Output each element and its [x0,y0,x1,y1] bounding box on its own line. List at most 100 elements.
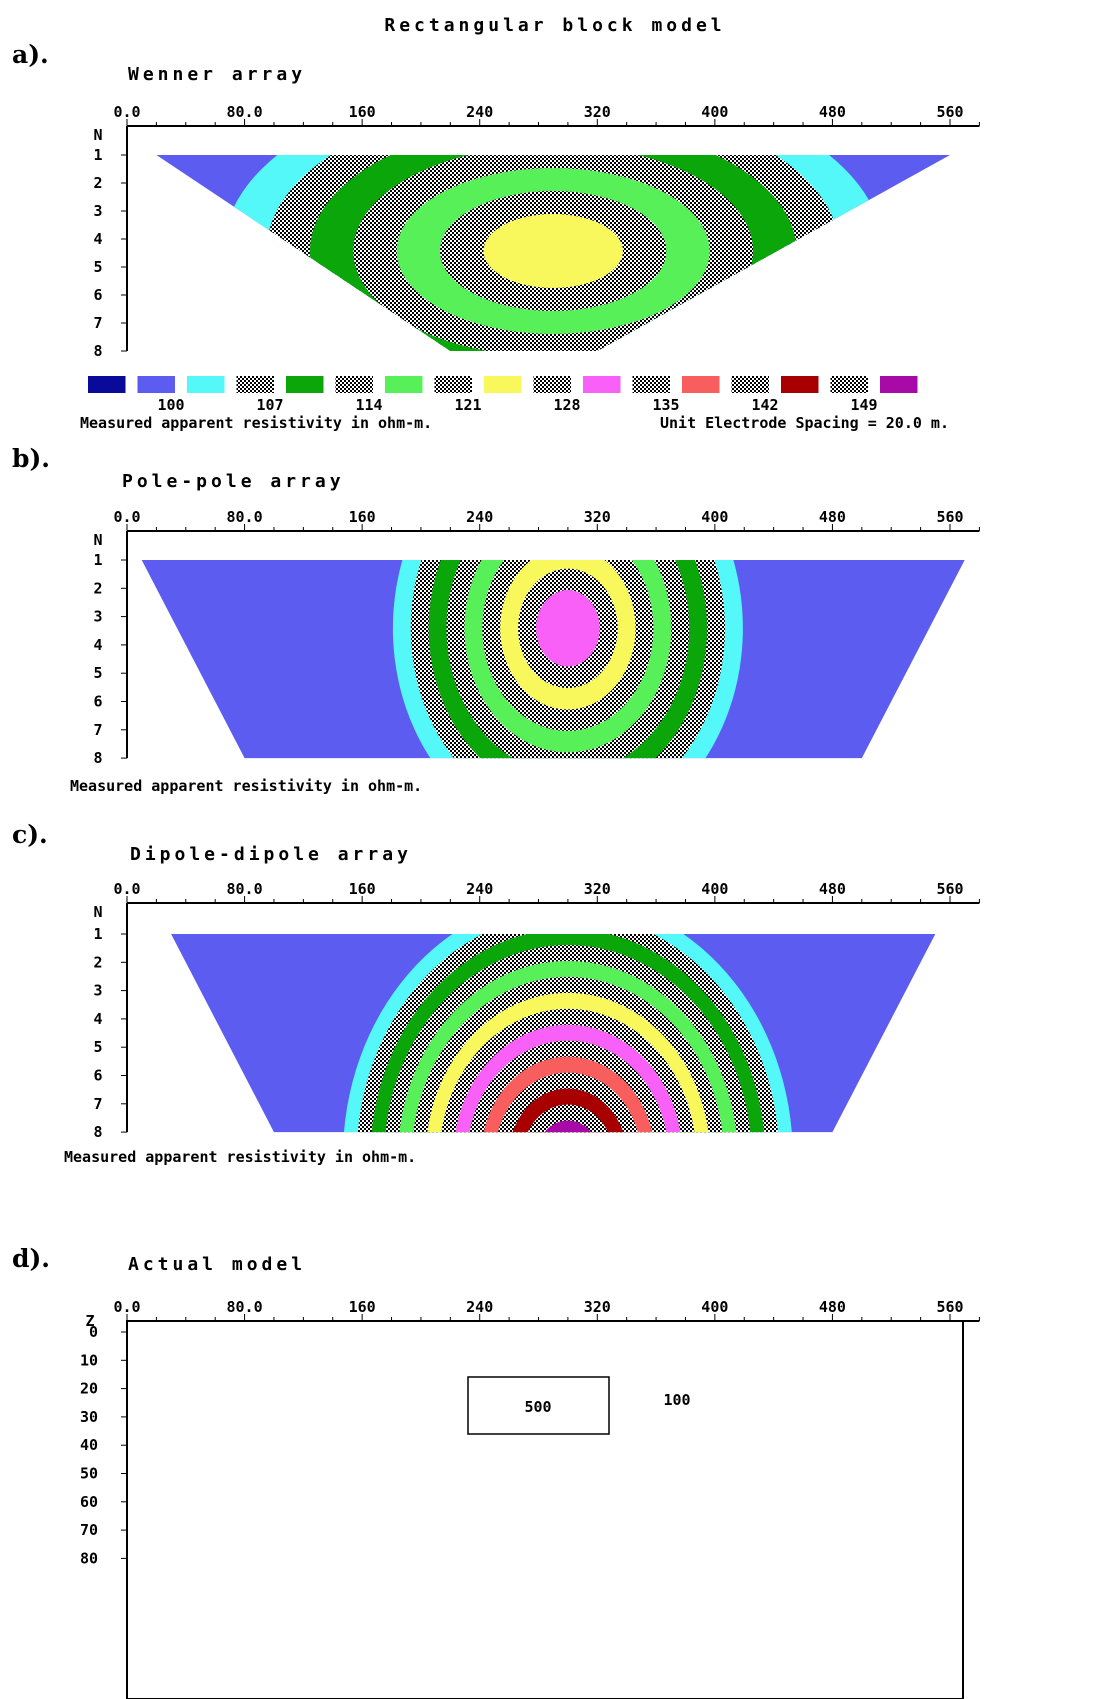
panel-d-z-tick-label: 10 [80,1351,98,1369]
panel-b-x-tick-label: 160 [349,508,376,526]
panel-a-n-tick-label: 3 [93,202,102,220]
panel-c-x-tick-label: 160 [349,880,376,898]
panel-d-z-tick-label: 20 [80,1380,98,1398]
panel-d-z-tick-label: 50 [80,1465,98,1483]
panel-a-title: Wenner array [128,64,306,85]
panel-c-label: c). [12,820,48,849]
panel-b-x-tick-label: 80.0 [227,508,263,526]
panel-c-title: Dipole-dipole array [130,844,412,865]
legend-label: 149 [850,396,877,414]
panel-d-x-tick-label: 320 [584,1298,611,1316]
panel-a-n-tick-label: 8 [93,342,102,360]
panel-a-n-tick-label: 2 [93,174,102,192]
legend-label: 121 [454,396,481,414]
panel-c-x-tick-label: 400 [701,880,728,898]
panel-c-x-tick-label: 480 [819,880,846,898]
legend-swatch [385,376,423,393]
panel-a-contour-group [223,155,884,351]
panel-d-x-tick-label: 160 [349,1298,376,1316]
panel-a-label: a). [12,40,49,69]
panel-c-n-axis-label: N [93,903,102,921]
panel-b-x-tick-label: 240 [466,508,493,526]
panel-b-contour-group [392,560,743,759]
panel-a-x-tick-label: 320 [584,103,611,121]
panel-c-n-tick-label: 6 [93,1067,102,1085]
legend-swatch [781,376,819,393]
panel-d-title: Actual model [128,1254,306,1275]
panel-d-z-tick-label: 60 [80,1493,98,1511]
panel-b-contour-band [536,590,600,667]
legend-swatch [434,376,472,393]
figure-title: Rectangular block model [384,15,725,36]
panel-b-n-tick-label: 8 [93,749,102,767]
panel-d-x-tick-label: 0.0 [113,1298,140,1316]
panel-b-n-tick-label: 4 [93,636,102,654]
panel-a-spacing-note: Unit Electrode Spacing = 20.0 m. [660,414,949,432]
panel-c-contour-band [522,1104,614,1133]
panel-d-z-tick-label: 40 [80,1436,98,1454]
panel-a-x-tick-label: 480 [819,103,846,121]
panel-b-label: b). [12,444,50,473]
panel-b-n-axis-label: N [93,531,102,549]
legend-swatch [682,376,720,393]
panel-b-x-tick-label: 480 [819,508,846,526]
panel-a-x-tick-label: 400 [701,103,728,121]
legend-swatch [236,376,274,393]
legend-label: 107 [256,396,283,414]
panel-c-n-tick-label: 5 [93,1038,102,1056]
panel-a-n-tick-label: 7 [93,314,102,332]
legend-swatch [880,376,918,393]
panel-b-n-tick-label: 5 [93,664,102,682]
legend-swatch [484,376,522,393]
legend-swatch [533,376,571,393]
panel-c-n-tick-label: 1 [93,925,102,943]
panel-b-n-tick-label: 2 [93,579,102,597]
panel-b-x-tick-label: 0.0 [113,508,140,526]
panel-a-contour-band [483,214,623,288]
legend-label: 128 [553,396,580,414]
panel-c-n-tick-label: 3 [93,982,102,1000]
panel-b-x-tick-label: 400 [701,508,728,526]
panel-a-n-axis-label: N [93,126,102,144]
panel-d-x-tick-label: 560 [936,1298,963,1316]
panel-c-x-tick-label: 320 [584,880,611,898]
panel-a-x-tick-label: 240 [466,103,493,121]
legend-swatch [731,376,769,393]
panel-d-z-tick-label: 30 [80,1408,98,1426]
panel-a-n-tick-label: 4 [93,230,102,248]
panel-c-contour-group [342,934,793,1133]
panel-b-n-tick-label: 7 [93,721,102,739]
panel-c-contour-band [536,1120,600,1133]
panel-d-label: d). [12,1244,50,1273]
legend-swatch [88,376,126,393]
panel-c-n-tick-label: 2 [93,953,102,971]
panel-c-caption: Measured apparent resistivity in ohm-m. [64,1148,416,1166]
panel-a-x-tick-label: 80.0 [227,103,263,121]
panel-a-x-tick-label: 160 [349,103,376,121]
legend-label: 114 [355,396,382,414]
panel-b-caption: Measured apparent resistivity in ohm-m. [70,777,422,795]
panel-c-n-tick-label: 7 [93,1095,102,1113]
legend-swatch [137,376,175,393]
panel-a-caption: Measured apparent resistivity in ohm-m. [80,414,432,432]
legend-swatch [830,376,868,393]
panel-b-n-tick-label: 1 [93,551,102,569]
legend-swatch [583,376,621,393]
panel-a-x-tick-label: 0.0 [113,103,140,121]
panel-d-z-axis-label: Z [85,1312,94,1330]
panel-c-x-tick-label: 80.0 [227,880,263,898]
panel-c-x-tick-label: 560 [936,880,963,898]
legend-swatch [286,376,324,393]
panel-d-z-tick-label: 0 [89,1323,98,1341]
panel-a-x-tick-label: 560 [936,103,963,121]
legend-swatch [335,376,373,393]
panel-a-n-tick-label: 6 [93,286,102,304]
panel-d-z-tick-label: 70 [80,1521,98,1539]
panel-b-x-tick-label: 560 [936,508,963,526]
panel-c-x-tick-label: 240 [466,880,493,898]
panel-c-n-tick-label: 8 [93,1123,102,1141]
panel-d-z-tick-label: 80 [80,1549,98,1567]
legend-label: 135 [652,396,679,414]
panel-a-n-tick-label: 5 [93,258,102,276]
panel-b-title: Pole-pole array [122,471,345,492]
